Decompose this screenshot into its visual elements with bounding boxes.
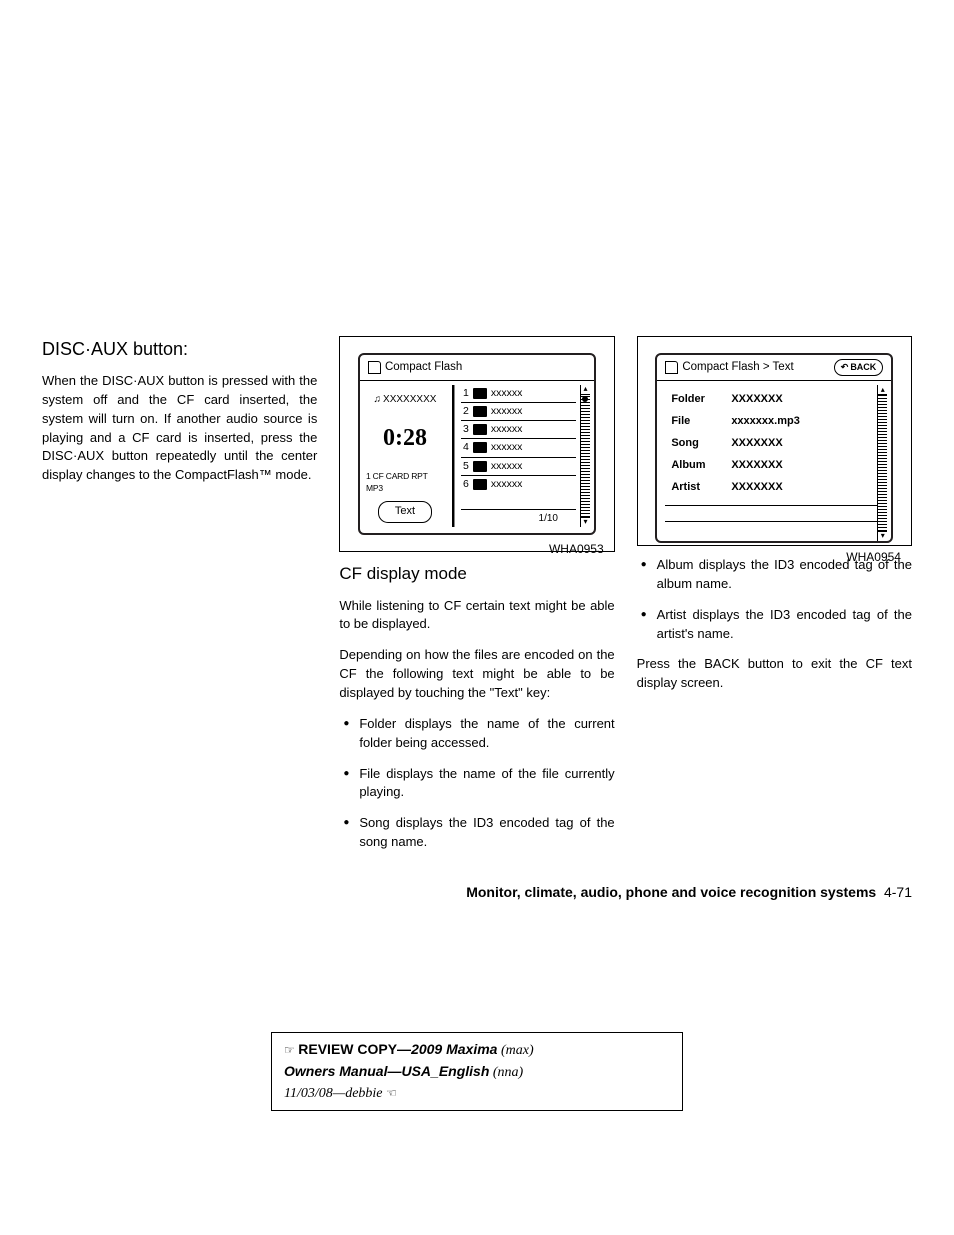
column-3: Compact Flash > Text ↶ BACK Folder XXXXXX… — [637, 336, 912, 864]
scroll-up-icon[interactable]: ▴ — [878, 385, 887, 395]
cf-text-header: Compact Flash > Text ↶ BACK — [657, 355, 891, 381]
track-list: 1 xxxxxx2 xxxxxx3 xxxxxx4 xxxxxx5 xxxxxx… — [461, 385, 576, 527]
col3-bullets: Album displays the ID3 encoded tag of th… — [637, 556, 912, 643]
track-row[interactable]: 4 xxxxxx — [461, 439, 576, 457]
track-name: xxxxxx — [491, 404, 523, 419]
track-number: 5 — [463, 459, 469, 474]
scroll-down-icon[interactable]: ▾ — [581, 517, 590, 527]
cf-card-icon — [368, 361, 381, 374]
track-icon — [473, 406, 487, 417]
now-playing-panel: ♫ XXXXXXXX 0:28 1 CF CARD RPT MP3 Text — [364, 385, 446, 527]
review-l2a: Owners Manual—USA_English — [284, 1063, 489, 1079]
elapsed-time: 0:28 — [383, 421, 427, 456]
info-value: XXXXXXX — [731, 458, 782, 474]
info-row: Album XXXXXXX — [665, 455, 877, 477]
info-value: XXXXXXX — [731, 480, 782, 496]
figure-label-1: WHA0953 — [350, 541, 603, 558]
track-number: 1 — [463, 386, 469, 401]
back-arrow-icon: ↶ — [841, 361, 849, 374]
info-key: Song — [671, 436, 717, 452]
list-item: Album displays the ID3 encoded tag of th… — [637, 556, 912, 594]
track-row[interactable]: 1 xxxxxx — [461, 385, 576, 403]
cf-header-title: Compact Flash — [385, 359, 462, 376]
review-l1b: 2009 Maxima — [411, 1041, 497, 1057]
list-item: Folder displays the name of the current … — [339, 715, 614, 753]
figure-cf-display: Compact Flash ♫ XXXXXXXX 0:28 1 CF CARD … — [339, 336, 614, 552]
track-number: 6 — [463, 477, 469, 492]
back-button[interactable]: ↶ BACK — [834, 359, 884, 376]
list-item: Song displays the ID3 encoded tag of the… — [339, 814, 614, 852]
cf-mode-p2: Depending on how the files are encoded o… — [339, 646, 614, 703]
review-l2b: (nna) — [489, 1065, 523, 1080]
track-name: xxxxxx — [491, 459, 523, 474]
cf-text-header-title: Compact Flash > Text — [682, 359, 793, 376]
review-copy-box: ☞ REVIEW COPY—2009 Maxima (max) Owners M… — [271, 1032, 683, 1111]
heading-disc-aux: DISC·AUX button: — [42, 336, 317, 362]
list-item: File displays the name of the file curre… — [339, 765, 614, 803]
review-l3: 11/03/08—debbie — [284, 1086, 383, 1101]
track-icon — [473, 479, 487, 490]
text-button[interactable]: Text — [378, 501, 432, 523]
track-name: xxxxxx — [491, 477, 523, 492]
page-footer: Monitor, climate, audio, phone and voice… — [42, 882, 912, 902]
pointing-left-icon: ☜ — [386, 1086, 397, 1100]
info-key: Artist — [671, 480, 717, 496]
track-row[interactable]: 6 xxxxxx — [461, 476, 576, 493]
footer-page: 4-71 — [884, 884, 912, 900]
track-row[interactable]: 3 xxxxxx — [461, 421, 576, 439]
heading-cf-display-mode: CF display mode — [339, 562, 614, 587]
panel-divider — [452, 385, 455, 527]
cf-mode-p1: While listening to CF certain text might… — [339, 597, 614, 635]
figure-cf-text: Compact Flash > Text ↶ BACK Folder XXXXXX… — [637, 336, 912, 546]
info-value: xxxxxxx.mp3 — [731, 414, 800, 430]
cf-text-screen: Compact Flash > Text ↶ BACK Folder XXXXXX… — [655, 353, 893, 543]
track-number: 4 — [463, 440, 469, 455]
review-l1a: REVIEW COPY— — [298, 1041, 411, 1057]
column-1: DISC·AUX button: When the DISC·AUX butto… — [42, 336, 317, 864]
paragraph-disc-aux: When the DISC·AUX button is pressed with… — [42, 372, 317, 485]
info-row: Folder XXXXXXX — [665, 389, 877, 411]
scrollbar[interactable]: ▴ ▾ — [580, 385, 590, 527]
cf-card-icon — [665, 361, 678, 374]
track-number: 2 — [463, 404, 469, 419]
track-name: xxxxxx — [491, 440, 523, 455]
info-row: Song XXXXXXX — [665, 433, 877, 455]
scroll-down-icon[interactable]: ▾ — [878, 531, 887, 541]
review-l1c: (max) — [497, 1043, 533, 1058]
track-row[interactable]: 5 xxxxxx — [461, 458, 576, 476]
info-key: File — [671, 414, 717, 430]
track-icon — [473, 388, 487, 399]
cf-screen-header: Compact Flash — [360, 355, 594, 381]
pointing-right-icon: ☞ — [284, 1043, 295, 1057]
music-note-icon: ♫ — [374, 393, 382, 408]
info-row: File xxxxxxx.mp3 — [665, 411, 877, 433]
cf-mode-bullets: Folder displays the name of the current … — [339, 715, 614, 852]
scrollbar[interactable]: ▴ ▾ — [877, 385, 887, 541]
info-row: Artist XXXXXXX — [665, 477, 877, 499]
info-value: XXXXXXX — [731, 436, 782, 452]
track-number: 3 — [463, 422, 469, 437]
track-name: xxxxxx — [491, 386, 523, 401]
col3-p1: Press the BACK button to exit the CF tex… — [637, 655, 912, 693]
info-key: Folder — [671, 392, 717, 408]
pager: 1/10 — [461, 509, 576, 527]
footer-section: Monitor, climate, audio, phone and voice… — [466, 884, 876, 900]
track-icon — [473, 442, 487, 453]
track-icon — [473, 424, 487, 435]
now-playing-title: XXXXXXXX — [383, 393, 436, 408]
info-key: Album — [671, 458, 717, 474]
text-info-table: FolderXXXXXXXFilexxxxxxx.mp3SongXXXXXXXA… — [665, 389, 877, 537]
scroll-up-icon[interactable]: ▴ — [581, 385, 590, 395]
back-label: BACK — [850, 361, 876, 374]
list-item: Artist displays the ID3 encoded tag of t… — [637, 606, 912, 644]
column-2: Compact Flash ♫ XXXXXXXX 0:28 1 CF CARD … — [339, 336, 614, 864]
track-icon — [473, 461, 487, 472]
play-status: 1 CF CARD RPT MP3 — [366, 470, 444, 495]
empty-rows — [665, 505, 877, 537]
cf-screen: Compact Flash ♫ XXXXXXXX 0:28 1 CF CARD … — [358, 353, 596, 535]
info-value: XXXXXXX — [731, 392, 782, 408]
track-name: xxxxxx — [491, 422, 523, 437]
track-row[interactable]: 2 xxxxxx — [461, 403, 576, 421]
